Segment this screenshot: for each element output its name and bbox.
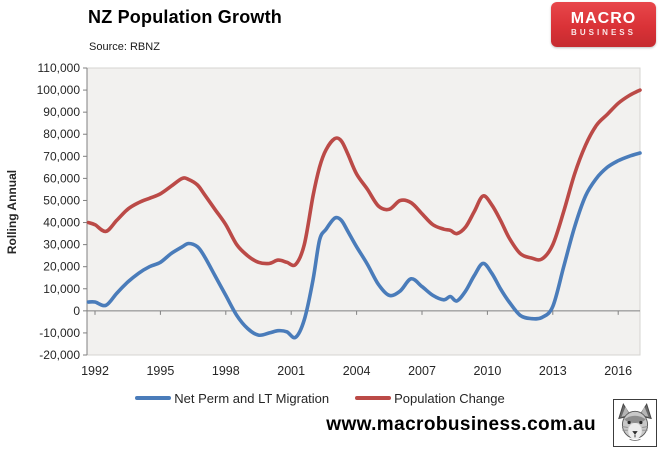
y-axis-tick-label: 0	[73, 304, 80, 318]
y-axis-tick-label: 10,000	[43, 282, 80, 296]
series-line-migration	[86, 151, 642, 340]
y-axis-tick-label: 70,000	[43, 149, 80, 163]
legend-item-migration: Net Perm and LT Migration	[135, 391, 329, 406]
y-axis-tick-label: 100,000	[37, 83, 81, 97]
y-axis-tick-label: 60,000	[43, 171, 80, 185]
fox-logo-frame	[613, 399, 657, 447]
page-title: NZ Population Growth	[88, 7, 282, 27]
y-axis-tick-label: -20,000	[39, 348, 80, 362]
website-text: www.macrobusiness.com.au	[326, 414, 596, 435]
y-axis-tick-label: 20,000	[43, 260, 80, 274]
y-axis-tick-label: 30,000	[43, 238, 80, 252]
legend-swatch	[355, 396, 392, 400]
y-axis-title: Rolling Annual	[5, 170, 19, 254]
series-line-population-change	[86, 88, 642, 268]
x-axis-tick-label: 2001	[277, 364, 305, 378]
y-axis-tick-label: 90,000	[43, 105, 80, 119]
source-note: Source: RBNZ	[89, 41, 160, 53]
x-axis-tick-label: 2004	[343, 364, 371, 378]
y-axis-tick-label: -10,000	[39, 326, 80, 340]
x-axis-tick-label: 2010	[473, 364, 501, 378]
y-axis-tick-label: 80,000	[43, 127, 80, 141]
chart-legend: Net Perm and LT Migration Population Chan…	[0, 389, 640, 407]
legend-swatch	[135, 396, 172, 400]
x-axis-tick-label: 2016	[604, 364, 632, 378]
x-axis-tick-label: 1992	[81, 364, 109, 378]
macrobusiness-logo: MACRO BUSINESS	[551, 2, 656, 47]
legend-label: Net Perm and LT Migration	[174, 390, 330, 406]
y-axis-tick-label: 50,000	[43, 193, 80, 207]
plot-area	[86, 67, 641, 356]
x-axis-tick-label: 1995	[146, 364, 174, 378]
x-axis-tick-label: 2013	[539, 364, 567, 378]
x-axis-tick-label: 1998	[212, 364, 240, 378]
macrobusiness-logo-line1: MACRO	[570, 10, 637, 27]
x-axis-tick-label: 2007	[408, 364, 436, 378]
fox-head-icon	[618, 403, 652, 441]
legend-item-population-change: Population Change	[355, 391, 505, 406]
macrobusiness-logo-line2: BUSINESS	[571, 28, 636, 37]
y-axis-tick-label: 40,000	[43, 216, 80, 230]
legend-label: Population Change	[394, 390, 505, 406]
y-axis-tick-label: 110,000	[38, 61, 81, 75]
